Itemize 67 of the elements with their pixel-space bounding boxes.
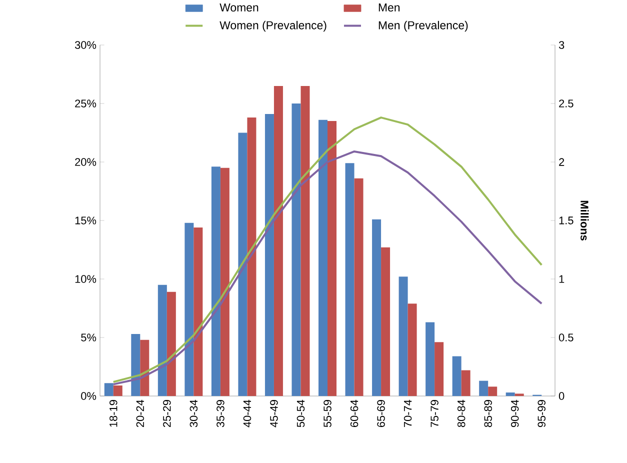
bar xyxy=(184,222,194,396)
bar xyxy=(381,247,390,396)
bar xyxy=(372,219,382,396)
bar xyxy=(140,340,150,396)
bar xyxy=(194,228,203,396)
bar xyxy=(264,114,274,396)
x-tick-label: 55-59 xyxy=(324,400,332,428)
bar xyxy=(461,370,470,396)
y2-tick-label: 0 xyxy=(558,392,564,400)
y2-tick-label: 1.5 xyxy=(559,216,574,224)
legend-label: Men (Prevalence) xyxy=(378,20,468,32)
bar xyxy=(434,342,444,396)
bar xyxy=(247,118,256,396)
y-tick-label: 0% xyxy=(81,392,96,400)
x-tick-label: 60-64 xyxy=(350,400,358,427)
x-tick-label: 35-39 xyxy=(216,400,224,428)
y2-tick-label: 2.5 xyxy=(559,100,574,108)
legend-label: Women xyxy=(220,4,258,12)
bar xyxy=(452,356,462,396)
y2-tick-label: 0.5 xyxy=(558,334,574,342)
bar xyxy=(318,120,328,396)
bar xyxy=(488,386,498,396)
bar xyxy=(300,86,310,396)
bar xyxy=(238,132,248,396)
x-tick-label: 45-49 xyxy=(270,400,278,428)
bar xyxy=(398,276,408,396)
x-tick-label: 50-54 xyxy=(296,400,305,428)
x-tick-label: 85-89 xyxy=(484,400,492,428)
x-tick-label: 25-29 xyxy=(163,400,171,427)
bar xyxy=(345,163,354,396)
y2-tick-label: 3 xyxy=(558,41,564,49)
bar xyxy=(220,168,230,396)
bar xyxy=(479,380,488,396)
bar xyxy=(274,86,283,396)
y2-tick-label: 2 xyxy=(559,158,564,166)
x-tick-label: 30-34 xyxy=(190,400,198,428)
x-tick-label: 70-74 xyxy=(404,400,412,427)
y-tick-label: 5% xyxy=(81,334,96,342)
bar xyxy=(426,322,435,396)
x-tick-label: 90-94 xyxy=(510,400,519,428)
x-tick-label: 95-99 xyxy=(538,400,546,428)
bar xyxy=(408,304,417,396)
bar xyxy=(328,121,337,396)
bar xyxy=(113,385,122,396)
y2-axis-title: Millions xyxy=(580,200,589,240)
x-tick-label: 65-69 xyxy=(377,400,385,427)
legend-label: Women (Prevalence) xyxy=(220,20,326,32)
y-tick-label: 10% xyxy=(75,275,96,283)
x-tick-label: 20-24 xyxy=(136,400,144,427)
bar xyxy=(104,383,114,396)
x-tick-label: 75-79 xyxy=(430,400,438,427)
bar xyxy=(158,284,167,396)
x-tick-label: 40-44 xyxy=(243,400,252,428)
y-tick-label: 15% xyxy=(75,216,96,224)
x-tick-label: 80-84 xyxy=(457,400,466,428)
bar xyxy=(211,166,220,396)
bar xyxy=(506,392,515,396)
bar xyxy=(131,334,140,396)
bar xyxy=(354,178,364,396)
y2-tick-label: 1 xyxy=(559,275,564,283)
y-tick-label: 20% xyxy=(75,158,96,166)
bar xyxy=(292,104,301,396)
bar xyxy=(166,292,176,396)
legend-label: Men xyxy=(378,4,400,12)
y-tick-label: 25% xyxy=(75,100,96,108)
y-tick-label: 30% xyxy=(74,41,96,49)
x-tick-label: 18-19 xyxy=(110,400,118,427)
